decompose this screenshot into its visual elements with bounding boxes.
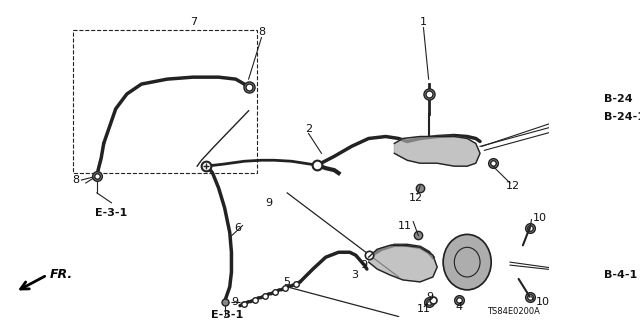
Polygon shape bbox=[394, 137, 480, 166]
Text: 7: 7 bbox=[190, 17, 197, 27]
Text: 9: 9 bbox=[231, 297, 238, 307]
Text: E-3-1: E-3-1 bbox=[95, 208, 127, 218]
Text: E-3-1: E-3-1 bbox=[211, 309, 243, 320]
Polygon shape bbox=[369, 245, 437, 282]
Text: 11: 11 bbox=[397, 220, 412, 230]
Text: 10: 10 bbox=[533, 212, 547, 223]
Text: 3: 3 bbox=[351, 270, 358, 280]
Text: 9: 9 bbox=[266, 198, 273, 208]
Text: 9: 9 bbox=[426, 292, 433, 302]
Text: 5: 5 bbox=[283, 277, 290, 287]
Text: 12: 12 bbox=[506, 181, 520, 191]
Text: 6: 6 bbox=[235, 222, 242, 233]
Text: 11: 11 bbox=[417, 304, 431, 314]
Text: 2: 2 bbox=[305, 124, 312, 133]
Text: B-4-1: B-4-1 bbox=[604, 270, 637, 280]
Text: B-24: B-24 bbox=[604, 94, 633, 104]
Text: TS84E0200A: TS84E0200A bbox=[487, 307, 540, 316]
Bar bbox=[73, 30, 257, 173]
Text: 4: 4 bbox=[455, 302, 462, 312]
Text: 8: 8 bbox=[72, 175, 80, 185]
Circle shape bbox=[443, 235, 491, 290]
Text: 12: 12 bbox=[409, 193, 423, 203]
Text: FR.: FR. bbox=[50, 268, 73, 282]
Text: 10: 10 bbox=[536, 297, 550, 307]
Text: 1: 1 bbox=[420, 17, 427, 27]
Text: 8: 8 bbox=[258, 27, 265, 37]
Text: 9: 9 bbox=[360, 260, 367, 270]
Text: B-24-1: B-24-1 bbox=[604, 112, 640, 122]
